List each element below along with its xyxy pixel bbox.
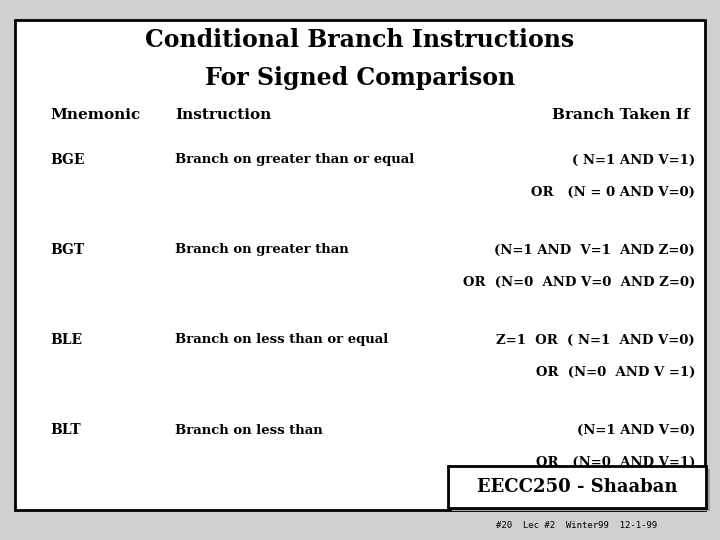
Text: OR   (N = 0 AND V=0): OR (N = 0 AND V=0) [531,186,695,199]
FancyBboxPatch shape [15,20,705,510]
FancyBboxPatch shape [448,466,706,508]
Text: (N=1 AND V=0): (N=1 AND V=0) [577,423,695,436]
Text: OR  (N=0  AND V =1): OR (N=0 AND V =1) [536,366,695,379]
Text: #20  Lec #2  Winter99  12-1-99: #20 Lec #2 Winter99 12-1-99 [496,522,657,530]
Text: Branch on less than: Branch on less than [175,423,323,436]
Text: BGE: BGE [50,153,84,167]
Text: Branch on greater than or equal: Branch on greater than or equal [175,153,414,166]
Text: Conditional Branch Instructions: Conditional Branch Instructions [145,28,575,52]
Text: BLT: BLT [50,423,81,437]
Text: Mnemonic: Mnemonic [50,108,140,122]
Text: OR   (N=0  AND V=1): OR (N=0 AND V=1) [536,456,695,469]
FancyBboxPatch shape [452,469,710,511]
Text: Branch on greater than: Branch on greater than [175,244,348,256]
Text: Branch on less than or equal: Branch on less than or equal [175,334,388,347]
Text: BGT: BGT [50,243,84,257]
Text: EECC250 - Shaaban: EECC250 - Shaaban [477,478,678,496]
Text: ( N=1 AND V=1): ( N=1 AND V=1) [572,153,695,166]
Text: Branch Taken If: Branch Taken If [552,108,690,122]
Text: OR  (N=0  AND V=0  AND Z=0): OR (N=0 AND V=0 AND Z=0) [463,275,695,288]
Text: Instruction: Instruction [175,108,271,122]
Text: BLE: BLE [50,333,82,347]
Text: (N=1 AND  V=1  AND Z=0): (N=1 AND V=1 AND Z=0) [494,244,695,256]
Text: Z=1  OR  ( N=1  AND V=0): Z=1 OR ( N=1 AND V=0) [496,334,695,347]
Text: For Signed Comparison: For Signed Comparison [205,66,515,90]
